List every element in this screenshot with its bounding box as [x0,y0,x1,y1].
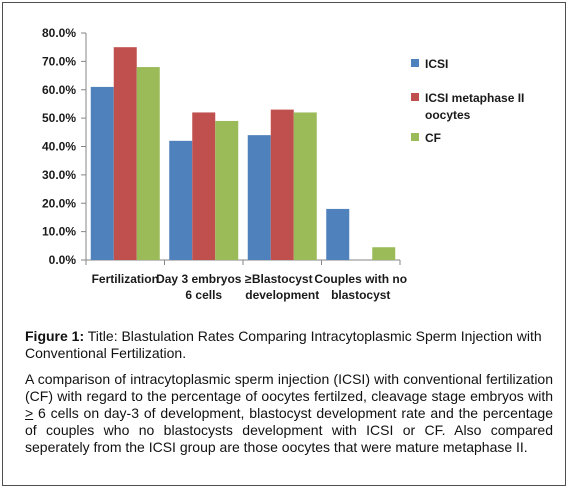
x-tick-label: Fertilization [92,272,159,286]
y-tick-label: 30.0% [42,168,76,182]
bar-icsi-metaphase-ii-oocytes [192,112,216,260]
legend-swatch [411,93,419,101]
y-tick-label: 40.0% [42,140,76,154]
bar-cf [136,67,160,260]
x-tick-label: Blastocyst [252,272,313,286]
y-tick-label: 50.0% [42,111,76,125]
y-tick-label: 0.0% [49,253,77,267]
y-tick-label: 80.0% [42,26,76,40]
y-tick-label: 70.0% [42,54,76,68]
bar-icsi-metaphase-ii-oocytes [270,109,294,260]
legend-label: ICSI [425,57,448,71]
bar-icsi [169,140,193,260]
y-tick-label: 10.0% [42,225,76,239]
description-part2: 6 cells on day-3 of development, blastoc… [25,405,553,455]
description-gte-symbol: > [25,405,34,421]
y-tick-label: 60.0% [42,83,76,97]
figure-description: A comparison of intracytoplasmic sperm i… [25,371,553,456]
x-tick-label: Couples with no [314,272,407,286]
figure-caption: Figure 1: Title: Blastulation Rates Comp… [25,328,553,362]
legend-swatch [411,133,419,141]
bar-icsi-metaphase-ii-oocytes [113,47,137,260]
x-tick-label: 6 cells [185,288,222,302]
legend-swatch [411,59,419,67]
legend-label: ICSI metaphase II [425,91,524,105]
y-tick-label: 20.0% [42,196,76,210]
x-tick-label: blastocyst [331,288,390,302]
legend-label: CF [425,131,441,145]
x-tick-label: development [245,288,319,302]
x-tick-label: Day 3 embryos ≥ [156,272,252,286]
bar-icsi [247,135,271,260]
bar-cf [215,120,239,261]
bar-cf [293,112,317,260]
figure-frame: 0.0% 10.0% 20.0% 30.0% 40.0% 50.0% 60.0% 70.0% 8… [2,2,566,486]
bar-icsi [90,86,114,260]
bar-chart: 0.0% 10.0% 20.0% 30.0% 40.0% 50.0% 60.0% 70.0% 8… [42,26,524,302]
bar-icsi [326,208,350,260]
bar-cf [372,247,396,260]
description-part1: A comparison of intracytoplasmic sperm i… [25,371,553,404]
caption-text: Title: Blastulation Rates Comparing Intr… [25,328,542,361]
caption-label: Figure 1: [25,328,85,344]
legend-label: oocytes [425,108,471,122]
